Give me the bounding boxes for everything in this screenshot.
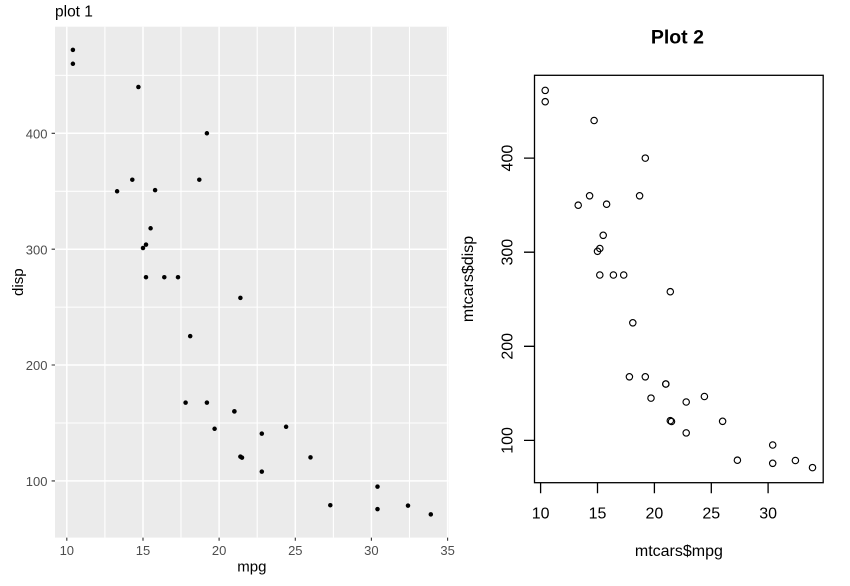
svg-text:10: 10 <box>532 506 550 523</box>
svg-text:400: 400 <box>500 145 517 172</box>
svg-text:mtcars$disp: mtcars$disp <box>460 236 477 322</box>
svg-text:300: 300 <box>26 242 48 257</box>
svg-text:100: 100 <box>500 427 517 454</box>
svg-text:30: 30 <box>364 543 378 558</box>
svg-text:mpg: mpg <box>237 559 266 576</box>
svg-text:200: 200 <box>26 358 48 373</box>
svg-text:disp: disp <box>10 268 27 296</box>
svg-text:35: 35 <box>440 543 454 558</box>
svg-text:100: 100 <box>26 474 48 489</box>
svg-text:25: 25 <box>288 543 302 558</box>
svg-text:mtcars$mpg: mtcars$mpg <box>635 543 723 560</box>
svg-text:10: 10 <box>60 543 74 558</box>
svg-text:25: 25 <box>702 506 720 523</box>
svg-text:300: 300 <box>500 239 517 266</box>
svg-text:Plot 2: Plot 2 <box>651 27 704 49</box>
svg-text:15: 15 <box>136 543 150 558</box>
svg-text:200: 200 <box>500 333 517 360</box>
svg-text:20: 20 <box>646 506 664 523</box>
svg-text:30: 30 <box>759 506 777 523</box>
svg-text:plot 1: plot 1 <box>55 4 93 21</box>
svg-text:15: 15 <box>589 506 607 523</box>
svg-text:400: 400 <box>26 127 48 142</box>
svg-text:20: 20 <box>212 543 226 558</box>
